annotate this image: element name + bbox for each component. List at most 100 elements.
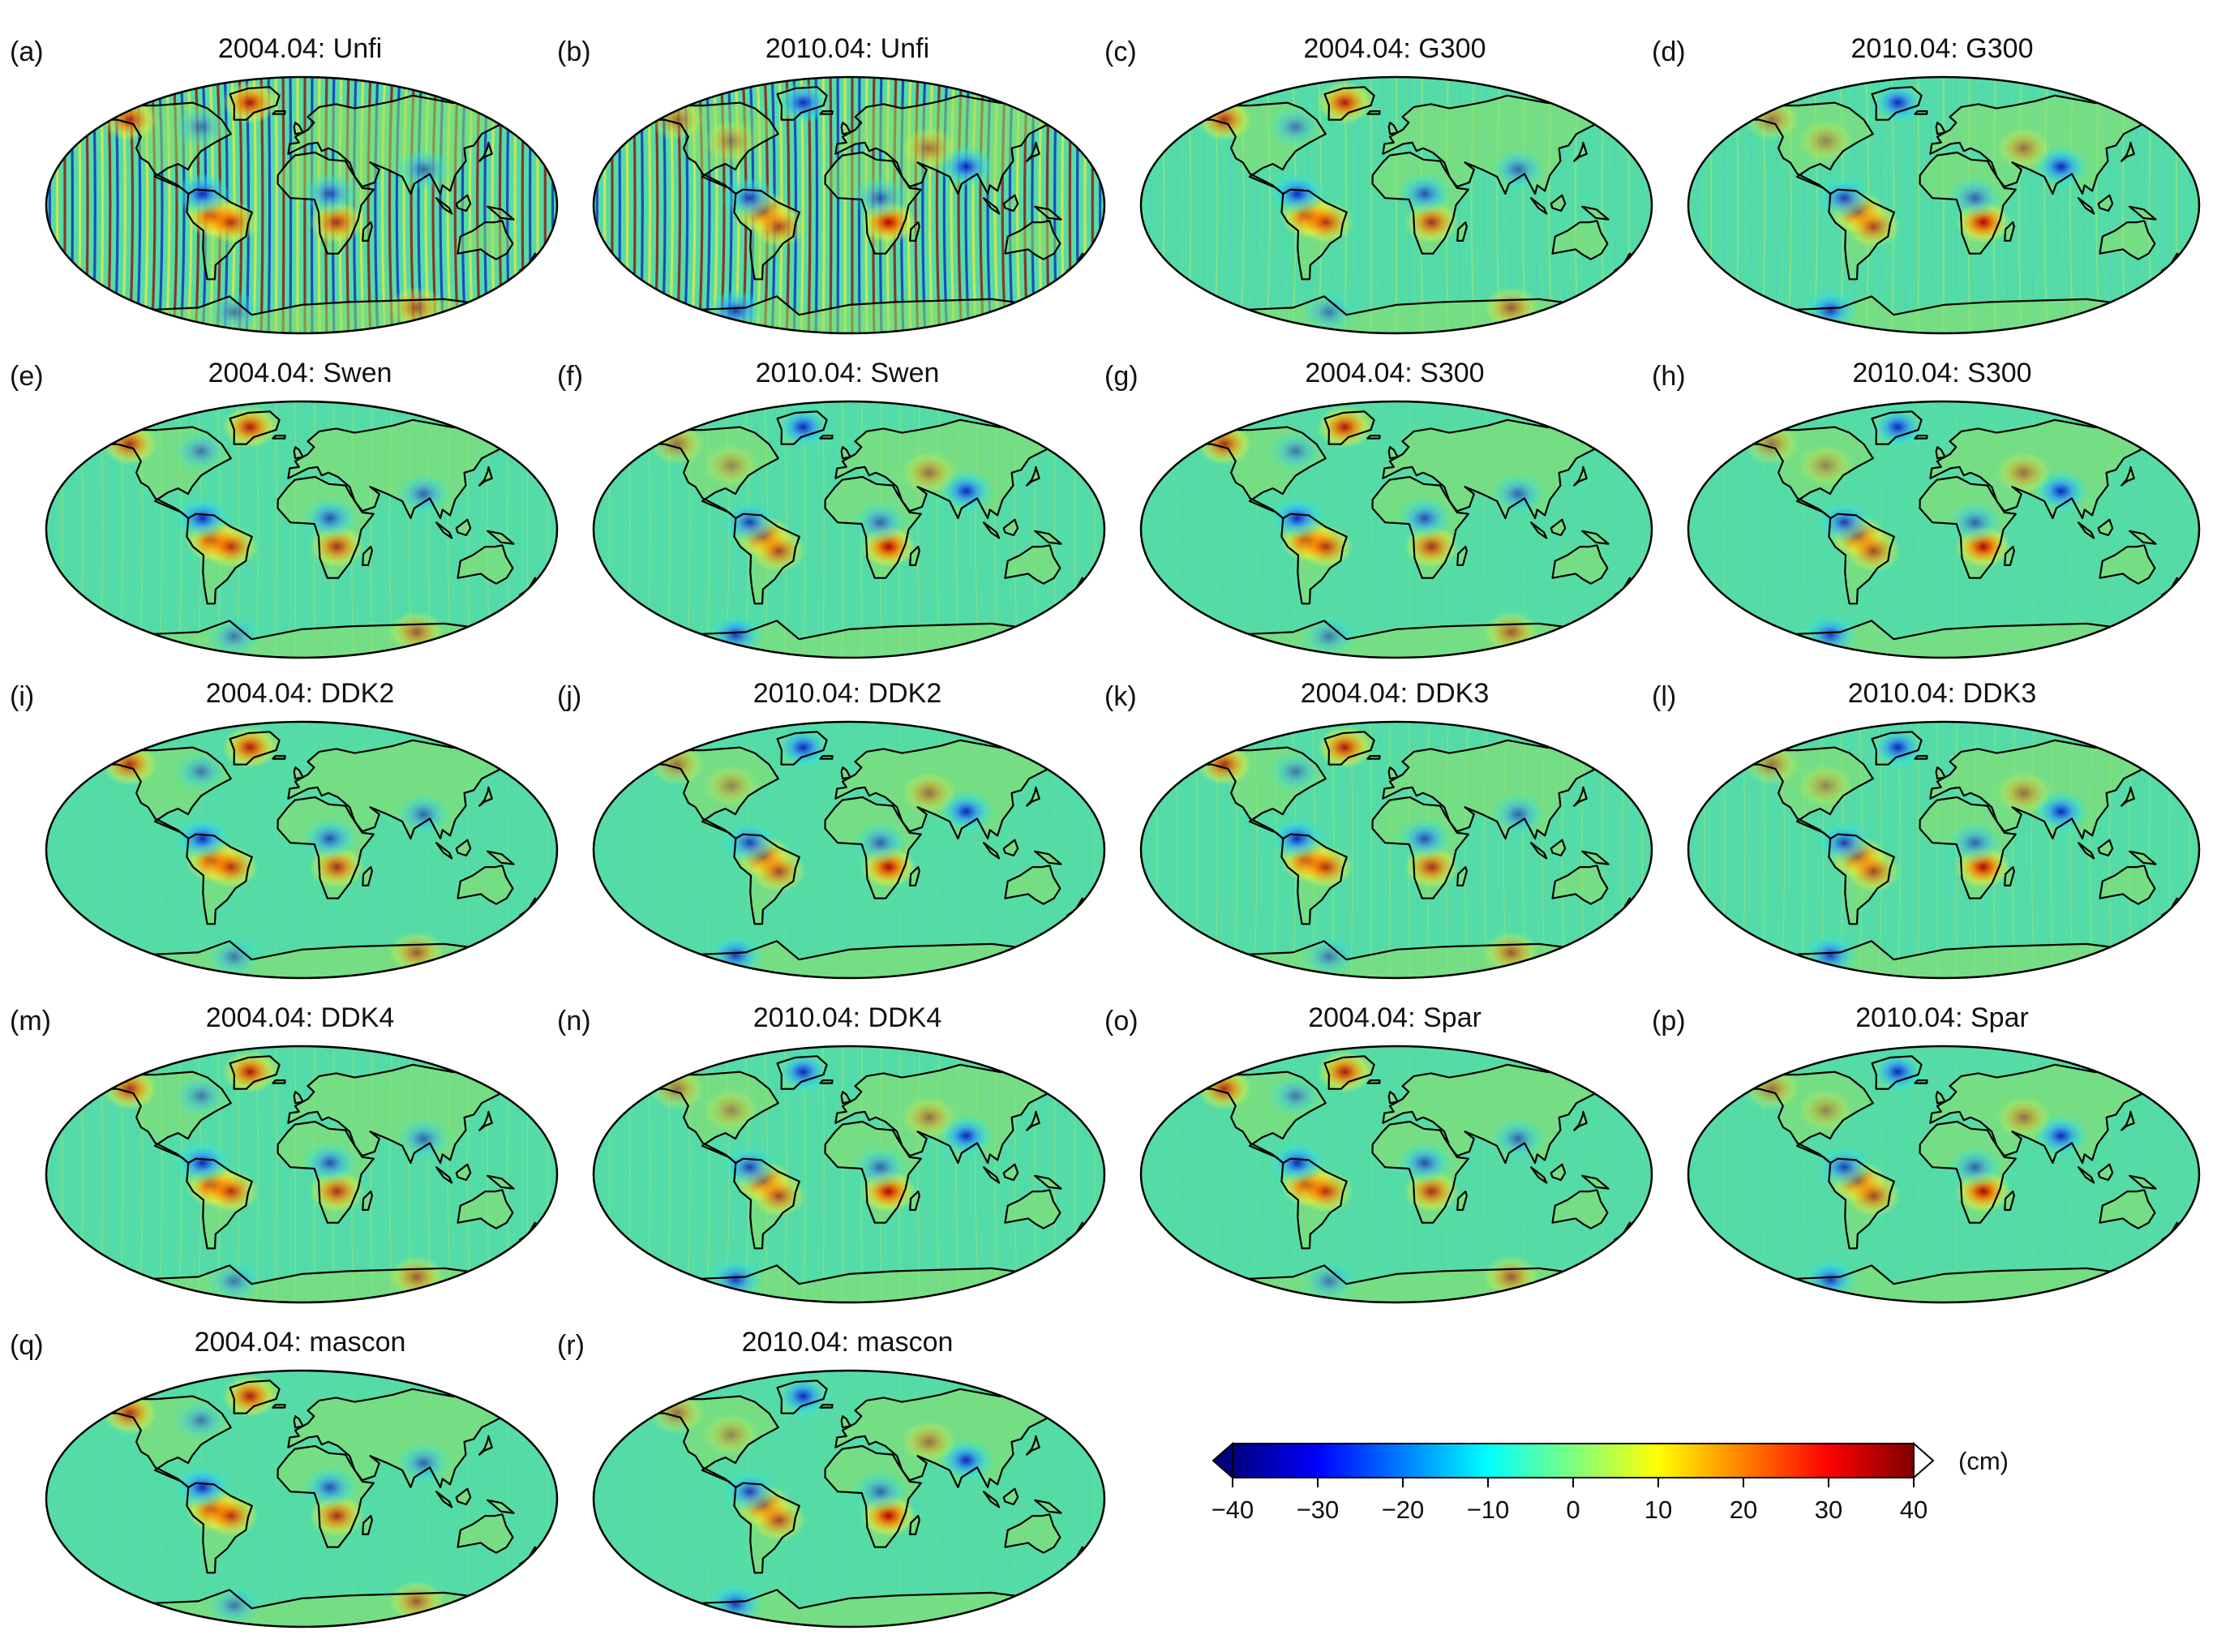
coastlines bbox=[641, 731, 1089, 978]
ocean-field bbox=[1141, 1046, 1652, 1302]
colorbar-tick-label: 10 bbox=[1645, 1495, 1672, 1524]
panel-title: 2004.04: G300 bbox=[1303, 33, 1486, 64]
map-panel-a: (a) 2004.04: Unfi bbox=[8, 32, 559, 345]
panel-title: 2004.04: DDK2 bbox=[205, 678, 395, 709]
colorbar-extend-max bbox=[1913, 1441, 1935, 1480]
map-panel-f: (f) 2010.04: Swen bbox=[555, 357, 1106, 669]
ocean-field bbox=[46, 722, 557, 978]
map-panel-r: (r) 2010.04: mascon bbox=[555, 1326, 1106, 1638]
world-map bbox=[592, 720, 1106, 980]
world-map bbox=[1139, 1045, 1653, 1304]
panel-letter: (n) bbox=[557, 1006, 591, 1036]
world-map bbox=[1139, 400, 1653, 659]
colorbar-tick-label: −40 bbox=[1211, 1495, 1254, 1524]
panel-title: 2010.04: Swen bbox=[755, 358, 940, 388]
ocean-field bbox=[594, 1371, 1104, 1627]
panel-letter: (g) bbox=[1104, 361, 1139, 392]
map-frame bbox=[1139, 400, 1653, 659]
ocean-field bbox=[1688, 401, 2199, 658]
map-panel-c: (c) 2004.04: G300 bbox=[1103, 32, 1653, 345]
map-panel-h: (h) 2010.04: S300 bbox=[1650, 357, 2201, 669]
coastlines bbox=[641, 1380, 1089, 1627]
world-map bbox=[1687, 720, 2201, 980]
signal-anomalies bbox=[649, 81, 994, 332]
ocean-field bbox=[1141, 722, 1652, 978]
map-frame bbox=[592, 75, 1106, 335]
colorbar: −40 −30 −20 −10 0 10 20 30 40 (cm) bbox=[1208, 1435, 2019, 1549]
map-frame bbox=[1139, 720, 1653, 980]
ocean-field bbox=[1141, 401, 1652, 658]
map-panel-e: (e) 2004.04: Swen bbox=[8, 357, 559, 669]
panel-title: 2004.04: Unfi bbox=[217, 33, 383, 64]
map-panel-q: (q) 2004.04: mascon bbox=[8, 1326, 559, 1638]
map-frame bbox=[1687, 1045, 2201, 1304]
panel-title: 2004.04: DDK4 bbox=[205, 1002, 395, 1033]
world-map bbox=[592, 75, 1106, 335]
panel-letter: (c) bbox=[1104, 36, 1137, 67]
signal-anomalies bbox=[1196, 1050, 1546, 1302]
map-panel-k: (k) 2004.04: DDK3 bbox=[1103, 677, 1653, 989]
world-map bbox=[1139, 75, 1653, 335]
colorbar-tick-label: 30 bbox=[1815, 1495, 1842, 1524]
map-panel-m: (m) 2004.04: DDK4 bbox=[8, 1002, 559, 1314]
map-panel-j: (j) 2010.04: DDK2 bbox=[555, 677, 1106, 989]
panel-letter: (l) bbox=[1652, 681, 1677, 712]
signal-anomalies bbox=[1743, 405, 2089, 656]
map-panel-p: (p) 2010.04: Spar bbox=[1650, 1002, 2201, 1314]
panel-title: 2010.04: DDK3 bbox=[1847, 678, 2037, 709]
colorbar-unit-label: (cm) bbox=[1958, 1447, 2009, 1475]
panel-title: 2010.04: mascon bbox=[741, 1327, 954, 1358]
signal-anomalies bbox=[101, 1050, 452, 1302]
map-frame bbox=[1687, 720, 2201, 980]
ocean-field bbox=[594, 401, 1104, 658]
panel-letter: (e) bbox=[10, 361, 44, 392]
panel-title: 2004.04: Spar bbox=[1308, 1002, 1482, 1033]
map-frame bbox=[592, 720, 1106, 980]
panel-letter: (a) bbox=[10, 36, 44, 67]
colorbar-extend-min bbox=[1211, 1441, 1233, 1480]
panel-letter: (f) bbox=[557, 361, 584, 392]
map-frame bbox=[45, 1045, 559, 1304]
map-panel-g: (g) 2004.04: S300 bbox=[1103, 357, 1653, 669]
colorbar-tick-label: 40 bbox=[1900, 1495, 1928, 1524]
signal-anomalies bbox=[649, 1050, 994, 1301]
map-panel-d: (d) 2010.04: G300 bbox=[1650, 32, 2201, 345]
map-frame bbox=[1687, 400, 2201, 659]
map-frame bbox=[592, 400, 1106, 659]
ocean-field bbox=[594, 77, 1104, 333]
world-map bbox=[1687, 75, 2201, 335]
colorbar-tick-label: −10 bbox=[1467, 1495, 1510, 1524]
panel-title: 2010.04: Unfi bbox=[765, 33, 930, 64]
panel-letter: (i) bbox=[10, 681, 35, 712]
world-map bbox=[592, 1369, 1106, 1628]
panel-letter: (d) bbox=[1652, 36, 1686, 67]
panel-title: 2004.04: DDK3 bbox=[1300, 678, 1490, 709]
panel-letter: (m) bbox=[10, 1006, 51, 1036]
ocean-field bbox=[594, 1046, 1104, 1302]
ocean-field bbox=[594, 722, 1104, 978]
ocean-field bbox=[46, 401, 557, 658]
map-frame bbox=[45, 400, 559, 659]
world-map bbox=[45, 75, 559, 335]
colorbar-tick-label: −20 bbox=[1382, 1495, 1425, 1524]
world-map bbox=[1139, 720, 1653, 980]
coastlines bbox=[641, 410, 1089, 658]
world-map bbox=[592, 400, 1106, 659]
map-frame bbox=[45, 1369, 559, 1628]
colorbar-tick-label: 0 bbox=[1566, 1495, 1580, 1524]
panel-title: 2010.04: DDK2 bbox=[753, 678, 942, 709]
panel-letter: (h) bbox=[1652, 361, 1686, 392]
ocean-field bbox=[1688, 722, 2199, 978]
map-frame bbox=[592, 1369, 1106, 1628]
world-map bbox=[45, 1045, 559, 1304]
world-map bbox=[1687, 400, 2201, 659]
map-frame bbox=[1687, 75, 2201, 335]
panel-letter: (b) bbox=[557, 36, 591, 67]
world-map bbox=[1687, 1045, 2201, 1304]
map-panel-l: (l) 2010.04: DDK3 bbox=[1650, 677, 2201, 989]
world-map bbox=[45, 720, 559, 980]
panel-letter: (o) bbox=[1104, 1006, 1139, 1036]
panel-letter: (q) bbox=[10, 1330, 44, 1361]
map-frame bbox=[1139, 1045, 1653, 1304]
